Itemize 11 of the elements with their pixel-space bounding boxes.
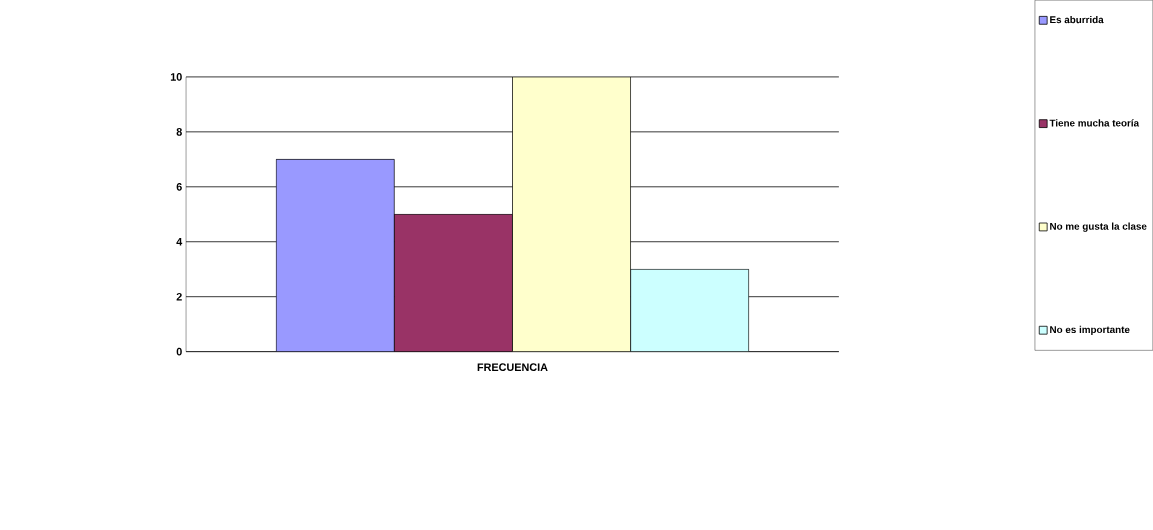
legend-label: Tiene mucha teoría bbox=[1049, 119, 1140, 127]
y-tick-label: 8 bbox=[176, 127, 182, 136]
legend-label: No me gusta la clase bbox=[1050, 222, 1147, 232]
y-tick-label: 4 bbox=[176, 237, 183, 246]
y-tick-label: 6 bbox=[176, 182, 182, 191]
legend-label: Es aburrida bbox=[1050, 15, 1104, 24]
legend-label: No es importante bbox=[1050, 325, 1130, 335]
y-tick-label: 0 bbox=[176, 347, 182, 356]
x-tick-label: FRECUENCIA bbox=[477, 363, 548, 371]
y-tick-label: 10 bbox=[170, 72, 182, 81]
y-tick-label: 2 bbox=[176, 292, 182, 301]
